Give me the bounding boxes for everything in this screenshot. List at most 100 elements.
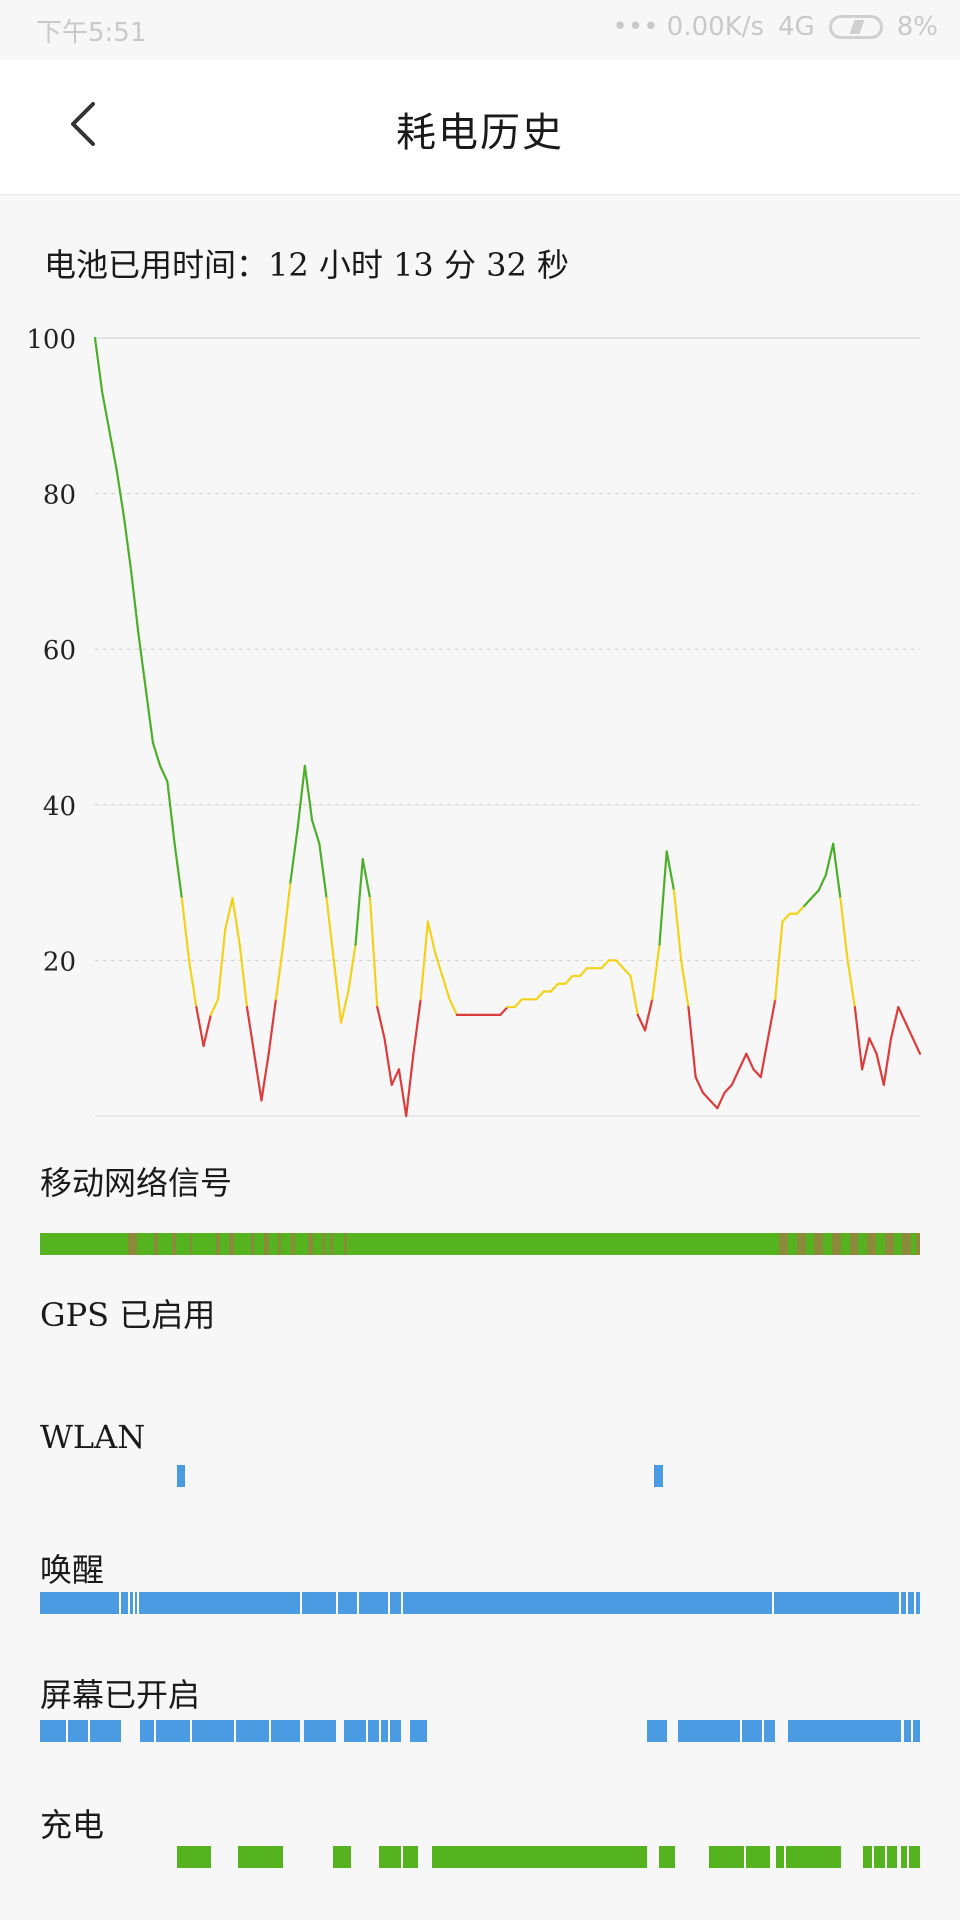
- battery-line-segment: [803, 897, 813, 908]
- segment-gap: [400, 1592, 403, 1614]
- segment-gap: [136, 1592, 139, 1614]
- segment-gap: [154, 1720, 157, 1742]
- weak-signal-segment: [308, 1233, 313, 1255]
- battery-line-segment: [260, 1052, 270, 1102]
- segment-gap: [119, 1592, 122, 1614]
- battery-line-segment: [130, 570, 140, 635]
- weak-signal-segment: [321, 1233, 326, 1255]
- battery-line-segment: [709, 1099, 719, 1110]
- battery-line-segment: [115, 469, 126, 519]
- battery-line-segment: [737, 1052, 748, 1071]
- battery-line-segment: [274, 943, 285, 1001]
- section-segment: [775, 1846, 841, 1868]
- section-track: [40, 1720, 920, 1742]
- battery-line-segment: [672, 889, 683, 962]
- battery-line-segment: [600, 959, 610, 970]
- battery-line-segment: [622, 967, 632, 978]
- battery-line-segment: [781, 912, 791, 923]
- section-segment: [658, 1846, 676, 1868]
- battery-line-segment: [347, 943, 357, 993]
- battery-line-segment: [658, 850, 668, 946]
- section-label: 屏幕已开启: [40, 1676, 201, 1714]
- section-segment: [40, 1592, 920, 1614]
- battery-line-segment: [93, 336, 104, 394]
- battery-line-segment: [209, 998, 220, 1016]
- battery-line-segment: [354, 858, 364, 946]
- battery-line-segment: [151, 741, 162, 767]
- battery-line-segment: [434, 951, 444, 978]
- battery-line-segment: [680, 959, 690, 1009]
- battery-line-segment: [245, 1005, 256, 1055]
- segment-gap: [906, 1846, 909, 1868]
- battery-line-segment: [238, 943, 249, 1009]
- battery-line-segment: [303, 764, 314, 822]
- segment-gap: [133, 1592, 136, 1614]
- weak-signal-segment: [216, 1233, 221, 1255]
- battery-line-segment: [137, 632, 147, 690]
- segment-gap: [400, 1846, 403, 1868]
- weak-signal-segment: [343, 1233, 348, 1255]
- battery-line-segment: [311, 819, 321, 845]
- battery-line-segment: [904, 1021, 914, 1040]
- signal-type: 4G: [778, 12, 815, 42]
- battery-line-segment: [361, 858, 372, 900]
- battery-line-segment: [795, 904, 806, 915]
- segment-gap: [739, 1720, 742, 1742]
- status-bar: 下午5:51 ••• 0.00K/s 4G 8%: [0, 0, 960, 60]
- section-segment: [862, 1846, 898, 1868]
- section-label: 唤醒: [40, 1551, 105, 1589]
- weak-signal-segment: [229, 1233, 234, 1255]
- battery-line-segment: [187, 959, 198, 1009]
- segment-gap: [871, 1846, 874, 1868]
- battery-line-segment: [911, 1037, 922, 1055]
- y-tick-label: 100: [26, 325, 76, 355]
- battery-line-segment: [368, 897, 379, 1009]
- section-label: GPS 已启用: [40, 1296, 216, 1334]
- segment-gap: [189, 1720, 192, 1742]
- weak-signal-segment: [796, 1233, 806, 1255]
- segment-gap: [378, 1720, 381, 1742]
- segment-gap: [365, 1720, 368, 1742]
- weak-signal-segment: [902, 1233, 912, 1255]
- battery-line-segment: [216, 928, 227, 1001]
- battery-line-segment: [810, 889, 820, 900]
- battery-line-segment: [253, 1052, 263, 1102]
- weak-signal-segment: [251, 1233, 254, 1255]
- battery-line-segment: [202, 1013, 212, 1048]
- battery-line-segment: [180, 897, 191, 962]
- battery-line-segment: [694, 1075, 704, 1094]
- weak-signal-segment: [779, 1233, 788, 1255]
- battery-line-segment: [774, 920, 784, 1001]
- battery-line-segment: [716, 1091, 726, 1110]
- section-segment: [177, 1846, 211, 1868]
- battery-line-segment: [426, 920, 437, 954]
- weak-signal-segment: [189, 1233, 193, 1255]
- battery-line-segment: [419, 920, 429, 1001]
- battery-line-segment: [390, 1068, 401, 1086]
- weak-signal-segment: [867, 1233, 876, 1255]
- battery-line-segment: [383, 1037, 393, 1086]
- battery-line-segment: [614, 959, 625, 970]
- weak-signal-segment: [915, 1233, 920, 1255]
- battery-line-segment: [889, 1005, 900, 1040]
- battery-line-segment: [195, 1005, 205, 1048]
- battery-line-segment: [397, 1068, 408, 1118]
- battery-line-segment: [730, 1068, 741, 1086]
- segment-gap: [128, 1592, 130, 1614]
- section-segment: [409, 1720, 428, 1742]
- network-speed: ••• 0.00K/s: [612, 12, 765, 42]
- section-segment: [177, 1465, 186, 1487]
- battery-line-segment: [108, 430, 118, 472]
- battery-line-segment: [159, 764, 169, 783]
- app-header: 耗电历史: [0, 60, 960, 195]
- back-button[interactable]: [52, 94, 112, 154]
- weak-signal-segment: [154, 1233, 158, 1255]
- battery-line-segment: [231, 897, 241, 946]
- battery-line-segment: [535, 990, 545, 1001]
- battery-usage-time: 电池已用时间：12 小时 13 分 32 秒: [44, 246, 570, 284]
- battery-line-segment: [289, 827, 299, 884]
- segment-gap: [66, 1720, 69, 1742]
- battery-line-segment: [405, 1052, 415, 1118]
- section-segment: [378, 1846, 419, 1868]
- section-segment: [238, 1846, 283, 1868]
